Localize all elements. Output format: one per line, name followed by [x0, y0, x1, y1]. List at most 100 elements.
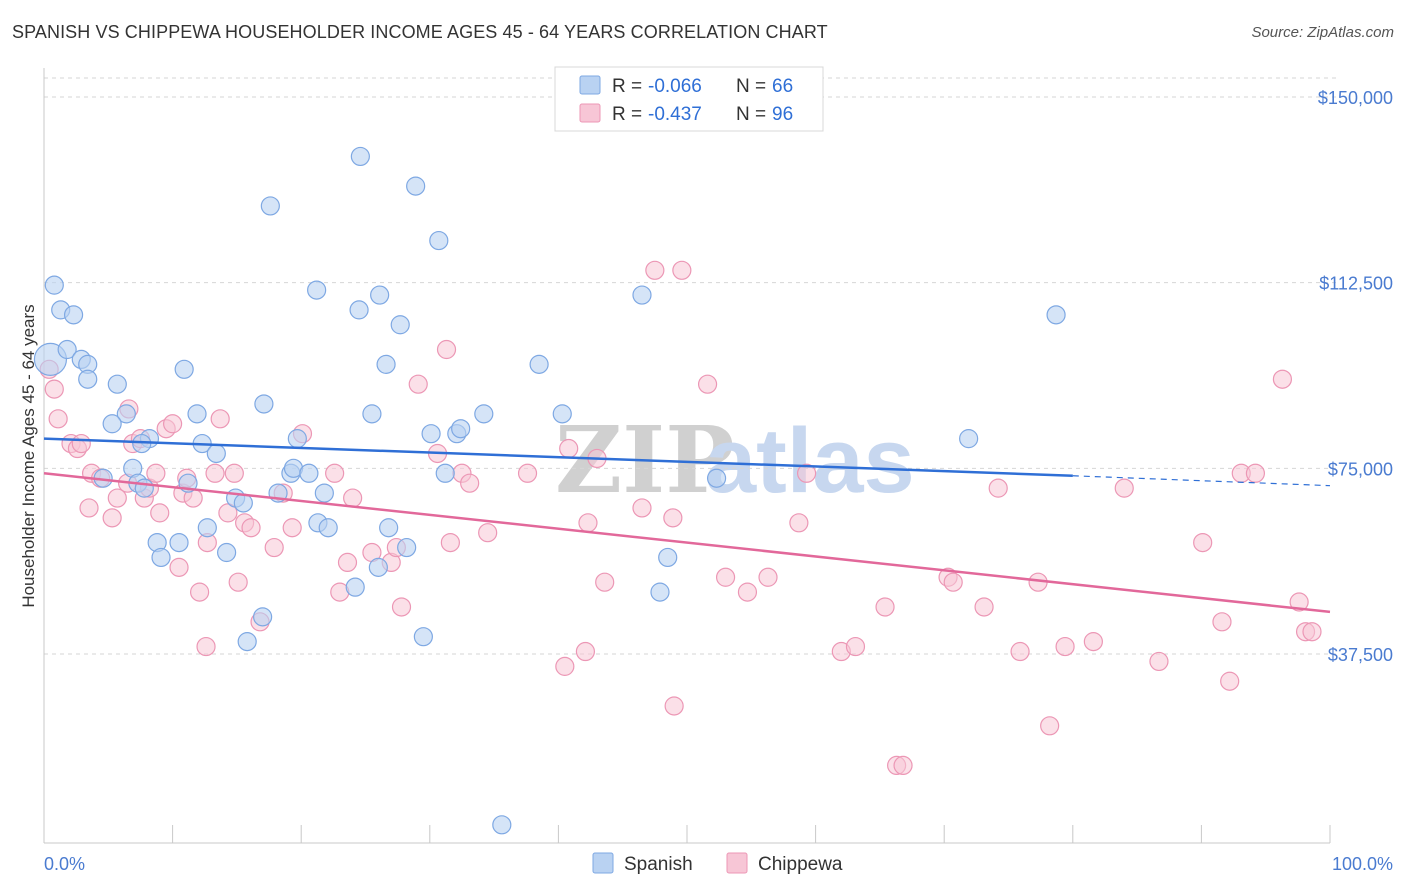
y-tick-label: $112,500	[1319, 274, 1393, 294]
chippewa-point	[146, 463, 166, 483]
chippewa-point	[190, 582, 210, 602]
spanish-point	[78, 369, 98, 389]
spanish-point	[492, 815, 512, 835]
spanish-point	[151, 547, 171, 568]
spanish-point	[237, 632, 257, 652]
spanish-point	[318, 518, 338, 538]
y-axis-label: Householder Income Ages 45 - 64 years	[19, 304, 38, 607]
spanish-point	[406, 176, 426, 196]
spanish-point	[206, 443, 226, 464]
spanish-point	[116, 404, 136, 424]
spanish-point	[429, 230, 449, 251]
chippewa-point	[325, 463, 345, 483]
spanish-point	[390, 315, 410, 335]
chippewa-point	[789, 513, 809, 533]
spanish-point	[197, 518, 217, 538]
chippewa-point	[1272, 369, 1293, 389]
chippewa-point	[48, 409, 68, 429]
watermark: ZIP atlas	[555, 406, 915, 514]
chippewa-point	[150, 503, 170, 523]
chippewa-point	[672, 260, 692, 280]
chippewa-point	[1040, 716, 1060, 736]
spanish-point	[658, 547, 678, 568]
chippewa-point	[163, 414, 183, 434]
spanish-point	[287, 429, 307, 449]
chippewa-point	[664, 696, 684, 716]
chippewa-point	[1083, 632, 1103, 652]
chippewa-point	[343, 488, 363, 508]
y-tick-labels: $37,500 $75,000 $112,500 $150,000	[1318, 88, 1393, 665]
chippewa-point	[1193, 532, 1213, 553]
chippewa-point	[974, 597, 994, 617]
spanish-point	[397, 537, 417, 558]
chippewa-point	[282, 518, 302, 538]
spanish-point	[632, 285, 652, 305]
axes	[43, 68, 1331, 844]
spanish-point	[217, 542, 237, 563]
spanish-point	[349, 300, 369, 320]
chippewa-point	[575, 641, 596, 662]
spanish-point	[63, 305, 84, 325]
chippewa-point	[715, 567, 736, 587]
legend-n-chippewa: 96	[772, 104, 793, 125]
legend-n-label-spanish: N =	[736, 76, 766, 97]
chippewa-point	[1245, 463, 1266, 483]
spanish-point	[307, 280, 327, 300]
spanish-point	[260, 196, 280, 216]
spanish-trend-line	[43, 437, 1073, 478]
chippewa-point	[460, 473, 480, 493]
spanish-point	[253, 607, 273, 627]
chippewa-point	[595, 572, 615, 592]
chippewa-points	[39, 260, 1322, 776]
legend-r-spanish: -0.066	[648, 76, 702, 97]
x-tick-label: 100.0%	[1332, 854, 1393, 874]
x-tick-label: 0.0%	[44, 854, 85, 874]
chippewa-point	[559, 438, 579, 459]
chippewa-point	[737, 582, 758, 602]
spanish-point	[362, 404, 382, 424]
chippewa-point	[408, 374, 428, 394]
spanish-point	[169, 532, 189, 553]
chippewa-point	[1149, 651, 1169, 672]
chippewa-point	[1010, 641, 1030, 662]
spanish-point	[44, 275, 64, 295]
spanish-point	[376, 354, 396, 374]
watermark-atlas: atlas	[705, 410, 915, 512]
bottom-legend-chippewa: Chippewa	[758, 854, 843, 875]
spanish-point	[57, 339, 77, 360]
chart-source: Source: ZipAtlas.com	[1251, 24, 1394, 41]
chippewa-point	[264, 537, 284, 558]
chippewa-point	[796, 463, 817, 483]
legend-r-chippewa: -0.437	[648, 104, 702, 125]
chippewa-point	[578, 513, 598, 533]
chippewa-trend-line	[43, 472, 1331, 614]
spanish-point	[314, 483, 334, 503]
spanish-point	[421, 424, 441, 444]
chippewa-point	[79, 498, 99, 518]
chippewa-point	[663, 508, 683, 528]
spanish-point	[379, 518, 399, 538]
y-tick-label: $37,500	[1328, 645, 1393, 665]
chippewa-point	[875, 597, 895, 617]
legend: R = -0.066 N = 66 R = -0.437 N = 96	[554, 66, 824, 132]
chippewa-point	[1212, 612, 1232, 632]
chippewa-point	[440, 532, 460, 553]
chippewa-point	[107, 488, 127, 508]
legend-swatch-spanish	[579, 75, 601, 95]
chippewa-point	[218, 503, 238, 523]
bottom-legend-spanish: Spanish	[624, 854, 693, 875]
y-tick-label: $150,000	[1318, 88, 1393, 108]
chippewa-point	[632, 498, 652, 518]
chippewa-point	[224, 463, 244, 483]
chippewa-point	[943, 572, 963, 592]
chippewa-point	[758, 567, 778, 587]
chippewa-point	[1055, 636, 1075, 657]
chippewa-point	[697, 374, 718, 394]
chippewa-point	[1302, 622, 1322, 642]
spanish-trend-extension	[1072, 475, 1331, 487]
spanish-point	[552, 404, 572, 424]
chippewa-point	[988, 478, 1008, 498]
spanish-point	[345, 577, 365, 597]
chart-title: SPANISH VS CHIPPEWA HOUSEHOLDER INCOME A…	[12, 22, 828, 42]
spanish-point	[254, 394, 274, 414]
